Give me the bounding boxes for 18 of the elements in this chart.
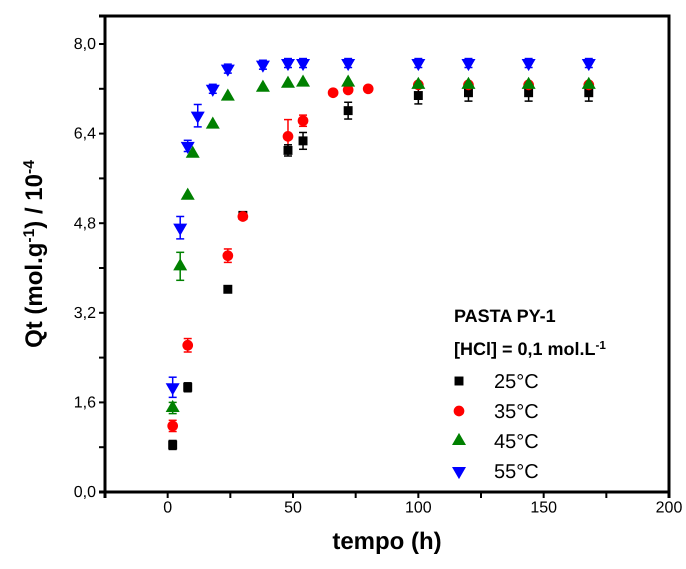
x-tick-label: 50 <box>284 499 302 516</box>
legend-title: PASTA PY-1 <box>454 306 556 326</box>
y-tick-label: 8,0 <box>74 36 96 54</box>
x-tick-label: 200 <box>656 499 682 516</box>
legend-label: 25°C <box>494 371 539 393</box>
x-tick-label: 100 <box>404 499 432 516</box>
annotation: [HCl] = 0,1 mol.L$^{-1}$ <box>454 338 606 359</box>
legend-label: 55°C <box>494 461 539 483</box>
y-tick-label: 3,2 <box>74 304 96 322</box>
x-tick-label: 0 <box>163 499 172 516</box>
y-tick-label: 0,0 <box>74 484 96 502</box>
y-tick-label: 1,6 <box>74 394 96 412</box>
x-tick-label: 150 <box>530 499 558 516</box>
y-tick-label: 6,4 <box>74 126 96 143</box>
legend-label: 45°C <box>494 431 539 453</box>
y-tick-label: 4,8 <box>74 215 96 232</box>
legend-label: 35°C <box>494 401 539 423</box>
x-axis-title: tempo (h) <box>332 528 442 555</box>
